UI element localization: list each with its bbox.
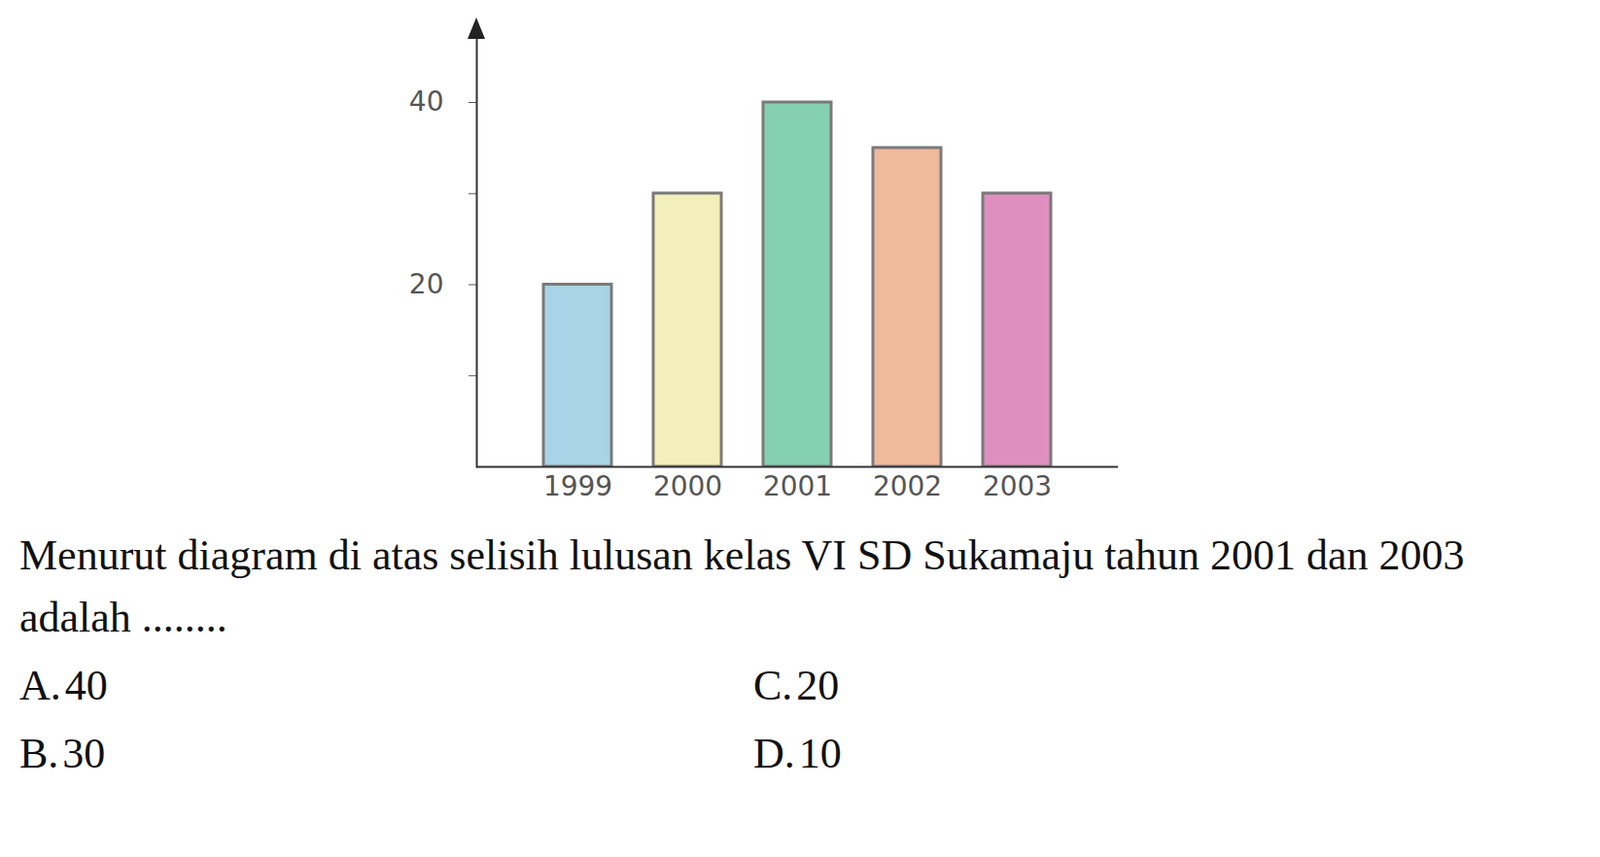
html-text:C. 20: C. 20 bbox=[753, 661, 840, 710]
html-text:B. 30: B. 30 bbox=[19, 730, 106, 778]
svg-text:20: 20 bbox=[409, 268, 445, 301]
svg-text:2001: 2001 bbox=[763, 470, 833, 503]
html-text:Menurut diagram di atas selisi: Menurut diagram di atas selisih lulusan … bbox=[19, 531, 1465, 642]
svg-text:1999: 1999 bbox=[543, 470, 613, 503]
html-text:A. 40: A. 40 bbox=[19, 661, 108, 710]
svg-text:2000: 2000 bbox=[653, 470, 723, 503]
html-text:D. 10: D. 10 bbox=[753, 730, 842, 778]
svg-text:2002: 2002 bbox=[872, 470, 942, 503]
svg-text:2003: 2003 bbox=[982, 470, 1052, 503]
svg-text:40: 40 bbox=[409, 85, 445, 118]
